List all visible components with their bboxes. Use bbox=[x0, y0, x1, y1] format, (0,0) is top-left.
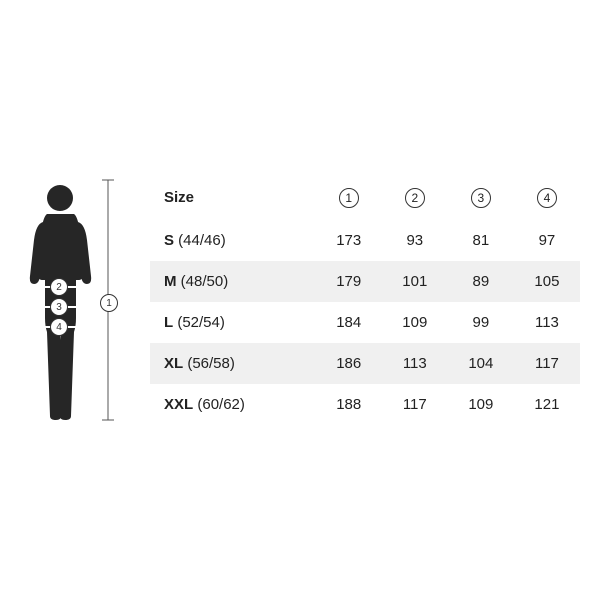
size-range: (56/58) bbox=[183, 355, 235, 372]
col-size: Size bbox=[150, 176, 316, 220]
value-cell: 186 bbox=[316, 343, 382, 384]
value-cell: 184 bbox=[316, 302, 382, 343]
value-cell: 97 bbox=[514, 220, 580, 261]
size-range: (52/54) bbox=[173, 314, 225, 331]
size-chart-container: 2 3 4 1 Size 1 2 3 4 S (44/46)173938197M… bbox=[20, 170, 580, 430]
table-row: S (44/46)173938197 bbox=[150, 220, 580, 261]
value-cell: 104 bbox=[448, 343, 514, 384]
value-cell: 113 bbox=[382, 343, 448, 384]
size-cell: L (52/54) bbox=[150, 302, 316, 343]
value-cell: 188 bbox=[316, 384, 382, 425]
value-cell: 99 bbox=[448, 302, 514, 343]
size-range: (60/62) bbox=[193, 396, 245, 413]
size-range: (44/46) bbox=[174, 232, 226, 249]
table-row: M (48/50)17910189105 bbox=[150, 261, 580, 302]
size-range: (48/50) bbox=[177, 273, 229, 290]
col-3: 3 bbox=[448, 176, 514, 220]
table-header-row: Size 1 2 3 4 bbox=[150, 176, 580, 220]
size-code: M bbox=[164, 273, 177, 290]
table-body: S (44/46)173938197M (48/50)17910189105L … bbox=[150, 220, 580, 425]
value-cell: 117 bbox=[382, 384, 448, 425]
size-cell: S (44/46) bbox=[150, 220, 316, 261]
value-cell: 179 bbox=[316, 261, 382, 302]
value-cell: 93 bbox=[382, 220, 448, 261]
body-figure: 2 3 4 1 bbox=[20, 170, 130, 430]
value-cell: 173 bbox=[316, 220, 382, 261]
table-row: L (52/54)18410999113 bbox=[150, 302, 580, 343]
size-code: S bbox=[164, 232, 174, 249]
marker-4: 4 bbox=[50, 318, 68, 336]
marker-3: 3 bbox=[50, 298, 68, 316]
size-code: L bbox=[164, 314, 173, 331]
marker-2: 2 bbox=[50, 278, 68, 296]
size-code: XXL bbox=[164, 396, 193, 413]
marker-1: 1 bbox=[100, 294, 118, 312]
value-cell: 101 bbox=[382, 261, 448, 302]
value-cell: 117 bbox=[514, 343, 580, 384]
value-cell: 113 bbox=[514, 302, 580, 343]
size-cell: XL (56/58) bbox=[150, 343, 316, 384]
value-cell: 121 bbox=[514, 384, 580, 425]
table-row: XXL (60/62)188117109121 bbox=[150, 384, 580, 425]
size-code: XL bbox=[164, 355, 183, 372]
value-cell: 109 bbox=[448, 384, 514, 425]
size-cell: M (48/50) bbox=[150, 261, 316, 302]
value-cell: 81 bbox=[448, 220, 514, 261]
value-cell: 109 bbox=[382, 302, 448, 343]
value-cell: 89 bbox=[448, 261, 514, 302]
size-table-wrap: Size 1 2 3 4 S (44/46)173938197M (48/50)… bbox=[150, 176, 580, 425]
col-4: 4 bbox=[514, 176, 580, 220]
size-cell: XXL (60/62) bbox=[150, 384, 316, 425]
value-cell: 105 bbox=[514, 261, 580, 302]
col-2: 2 bbox=[382, 176, 448, 220]
table-row: XL (56/58)186113104117 bbox=[150, 343, 580, 384]
col-1: 1 bbox=[316, 176, 382, 220]
size-table: Size 1 2 3 4 S (44/46)173938197M (48/50)… bbox=[150, 176, 580, 425]
